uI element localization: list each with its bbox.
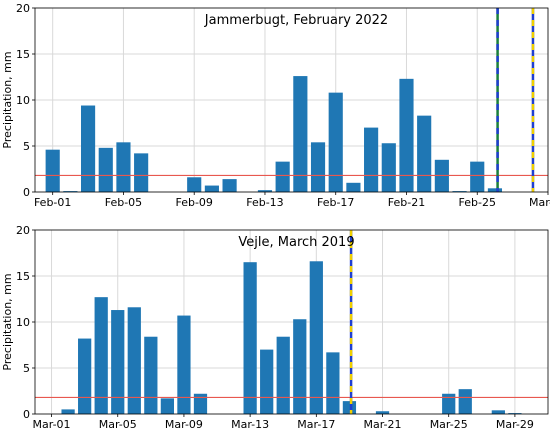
bar-2019-03-06 (127, 307, 141, 414)
chart-title: Jammerbugt, February 2022 (204, 13, 388, 28)
y-tick-label: 15 (16, 270, 30, 283)
x-tick-label: Mar-17 (297, 418, 335, 430)
bar-2022-02-17 (328, 92, 343, 192)
bar-2019-03-18 (326, 352, 340, 414)
y-tick-label: 5 (23, 140, 30, 153)
bar-2019-03-29 (508, 413, 522, 414)
y-tick-label: 5 (23, 362, 30, 375)
bar-2022-02-10 (204, 185, 219, 192)
chart-panel-vejle: 0 5 10 15 20 Mar-01 Mar-05 Mar-09 Mar-13 Mar-17 Ma… (1, 224, 549, 430)
x-tick-label: Feb-05 (105, 196, 142, 209)
x-tick-label: Mar-21 (364, 418, 402, 430)
bar-2022-02-16 (310, 142, 326, 192)
bar-2019-03-05 (111, 310, 125, 414)
bar-2022-02-03 (80, 105, 96, 192)
x-tick-label: Feb-25 (459, 196, 496, 209)
bar-2019-03-28 (491, 410, 505, 414)
x-tick-label: Mar-29 (496, 418, 534, 430)
x-tick-label: Mar-01 (529, 196, 550, 209)
bar-2019-03-25 (442, 393, 456, 414)
bar-2019-03-14 (260, 349, 274, 414)
bar-2019-03-19 (342, 401, 357, 414)
bar-2022-02-19 (364, 127, 379, 192)
bar-2022-02-09 (187, 177, 202, 192)
x-tick-label: Feb-01 (34, 196, 71, 209)
bar-2022-02-21 (399, 78, 414, 192)
y-axis-label: Precipitation, mm (1, 273, 14, 370)
bar-2022-02-20 (381, 143, 396, 192)
bar-2022-02-13 (257, 190, 273, 192)
y-axis-label: Precipitation, mm (1, 51, 14, 148)
x-tick-label: Feb-09 (175, 196, 212, 209)
bar-2022-02-22 (417, 115, 432, 192)
bar-2022-02-04 (98, 147, 113, 192)
chart-panel-jammerbugt: 0 5 10 15 20 Feb-01 Feb-05 Feb-09 Feb-13 Feb-17 Fe… (1, 2, 550, 209)
bar-2022-02-18 (346, 182, 361, 192)
bar-2022-02-01 (45, 149, 60, 192)
bar-2019-03-13 (243, 262, 257, 414)
x-tick-label: Feb-13 (246, 196, 283, 209)
bar-2019-03-15 (276, 336, 290, 414)
y-tick-label: 20 (16, 2, 30, 15)
bar-2019-03-03 (78, 338, 92, 414)
x-tick-label: Mar-01 (33, 418, 71, 430)
bar-2019-03-07 (144, 336, 158, 414)
bar-2022-02-14 (275, 161, 290, 192)
bar-2019-03-21 (375, 411, 390, 414)
bar-2022-02-24 (452, 191, 467, 192)
bar-2022-02-26 (487, 188, 503, 192)
bar-2019-03-10 (193, 393, 208, 414)
y-tick-label: 10 (16, 316, 30, 329)
bar-2019-03-26 (458, 389, 472, 414)
y-tick-label: 0 (23, 408, 30, 421)
bar-2019-03-04 (94, 297, 108, 414)
x-tick-label: Mar-13 (231, 418, 269, 430)
bar-2019-03-16 (293, 319, 307, 414)
bar-2022-02-02 (63, 191, 78, 192)
y-tick-label: 10 (16, 94, 30, 107)
bar-2019-03-08 (160, 398, 175, 414)
x-tick-label: Feb-21 (388, 196, 425, 209)
bar-2022-02-15 (293, 76, 308, 192)
bar-2019-03-09 (177, 315, 191, 414)
bar-2022-02-06 (134, 153, 149, 192)
bar-2022-02-11 (222, 179, 237, 192)
bar-2019-03-02 (61, 409, 75, 414)
bar-2022-02-05 (116, 142, 131, 192)
y-tick-label: 0 (23, 186, 30, 199)
bar-2022-02-25 (470, 161, 485, 192)
x-tick-label: Feb-17 (317, 196, 354, 209)
y-tick-label: 20 (16, 224, 30, 237)
x-tick-label: Mar-25 (430, 418, 468, 430)
y-tick-label: 15 (16, 48, 30, 61)
x-tick-label: Mar-05 (99, 418, 137, 430)
chart-title: Vejle, March 2019 (238, 235, 354, 250)
x-tick-label: Mar-09 (165, 418, 203, 430)
bar-2019-03-17 (309, 261, 323, 414)
